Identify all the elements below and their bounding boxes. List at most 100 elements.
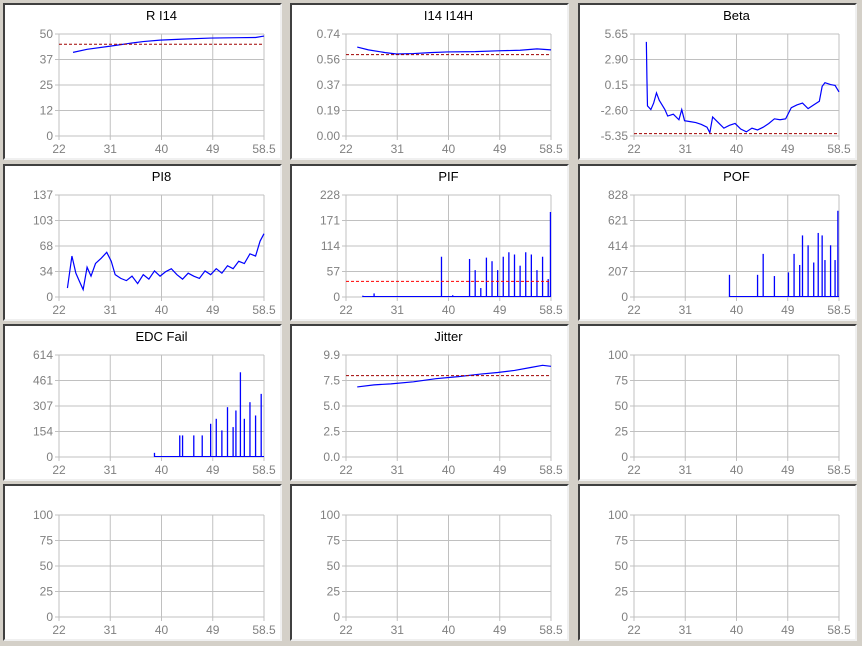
- x-tick-label: 49: [493, 142, 507, 156]
- x-tick-label: 31: [679, 463, 693, 477]
- chart-svg: 22 31 40 49 58.5 0 25 50 75 100: [320, 508, 563, 637]
- x-tick-label: 22: [52, 303, 66, 317]
- y-tick-label: 7.5: [323, 374, 340, 388]
- chart-panel: Beta 22 31 40 49 58.5 -5.35 -2.60 0.15 2.90 5.65: [578, 3, 857, 160]
- y-tick-label: 25: [615, 425, 629, 439]
- chart-svg: 22 31 40 49 58.5 0 25 50 75 100: [608, 348, 851, 477]
- y-tick-label: 828: [608, 188, 628, 202]
- x-tick-label: 58.5: [252, 623, 276, 637]
- y-tick-label: -5.35: [601, 129, 629, 143]
- chart-title: PI8: [151, 169, 172, 184]
- chart-title: Jitter: [434, 329, 463, 344]
- chart-svg: 22 31 40 49 58.5 0 57 114 171 228: [320, 188, 563, 317]
- chart-panel: 22 31 40 49 58.5 0 25 50 75 100: [578, 484, 857, 641]
- y-tick-label: 100: [320, 508, 340, 522]
- chart-svg: 22 31 40 49 58.5 0 207 414 621 828: [608, 188, 851, 317]
- y-tick-label: 100: [608, 508, 628, 522]
- chart-svg: 22 31 40 49 58.5 0 25 50 75 100: [33, 508, 276, 637]
- y-tick-label: 0.74: [317, 27, 341, 41]
- chart-panel: PIF 22 31 40 49 58.5 0 57 114 171 228: [290, 164, 569, 321]
- y-tick-label: 100: [608, 348, 628, 362]
- x-tick-label: 22: [339, 142, 353, 156]
- y-tick-label: 9.9: [323, 348, 340, 362]
- x-tick-label: 31: [391, 463, 405, 477]
- x-tick-label: 22: [52, 142, 66, 156]
- y-tick-label: 0: [621, 610, 628, 624]
- x-tick-label: 58.5: [252, 463, 276, 477]
- y-tick-label: 414: [608, 239, 628, 253]
- chart-panel: R I14 22 31 40 49 58.5 0 12 25 37 50: [3, 3, 282, 160]
- y-tick-label: 171: [320, 214, 340, 228]
- chart-svg: 22 31 40 49 58.5 0 34 68 103 137: [33, 188, 276, 317]
- x-tick-label: 40: [155, 623, 169, 637]
- x-tick-label: 58.5: [539, 463, 563, 477]
- x-tick-label: 22: [52, 623, 66, 637]
- x-tick-label: 49: [493, 463, 507, 477]
- y-tick-label: 68: [40, 239, 54, 253]
- x-tick-label: 49: [781, 142, 795, 156]
- y-tick-label: 25: [615, 585, 629, 599]
- x-tick-label: 40: [730, 623, 744, 637]
- x-tick-label: 49: [206, 142, 220, 156]
- x-tick-label: 58.5: [827, 463, 851, 477]
- x-tick-label: 31: [104, 463, 118, 477]
- y-tick-label: 0.0: [323, 450, 340, 464]
- y-tick-label: 34: [40, 265, 54, 279]
- x-tick-label: 22: [339, 623, 353, 637]
- y-tick-label: 5.0: [323, 399, 340, 413]
- y-tick-label: 50: [40, 559, 54, 573]
- x-tick-label: 40: [155, 303, 169, 317]
- y-tick-label: 0.37: [317, 78, 341, 92]
- chart-panel: PI8 22 31 40 49 58.5 0 34 68 103 137: [3, 164, 282, 321]
- y-tick-label: 0.00: [317, 129, 341, 143]
- y-tick-label: -2.60: [601, 104, 629, 118]
- x-tick-label: 40: [155, 463, 169, 477]
- y-tick-label: 75: [327, 534, 341, 548]
- x-tick-label: 22: [627, 142, 641, 156]
- x-tick-label: 22: [627, 463, 641, 477]
- y-tick-label: 0.19: [317, 104, 341, 118]
- chart-svg: 22 31 40 49 58.5 0 154 307 461 614: [33, 348, 276, 477]
- chart-title: POF: [723, 169, 750, 184]
- x-tick-label: 40: [730, 463, 744, 477]
- y-tick-label: 0: [621, 290, 628, 304]
- y-tick-label: 75: [615, 374, 629, 388]
- x-tick-label: 58.5: [539, 623, 563, 637]
- y-tick-label: 2.90: [605, 53, 629, 67]
- x-tick-label: 58.5: [539, 303, 563, 317]
- y-tick-label: 0: [46, 129, 53, 143]
- x-tick-label: 31: [104, 623, 118, 637]
- y-tick-label: 0: [333, 610, 340, 624]
- x-tick-label: 31: [391, 142, 405, 156]
- y-tick-label: 307: [33, 399, 53, 413]
- x-tick-label: 40: [155, 142, 169, 156]
- y-tick-label: 621: [608, 214, 628, 228]
- data-series-line: [645, 41, 840, 135]
- x-tick-label: 49: [781, 463, 795, 477]
- y-tick-label: 50: [615, 559, 629, 573]
- x-tick-label: 49: [493, 303, 507, 317]
- chart-panel: Jitter 22 31 40 49 58.5 0.0 2.5 5.0 7.5 9.9: [290, 324, 569, 481]
- chart-title: I14 I14H: [423, 8, 474, 23]
- y-tick-label: 461: [33, 374, 53, 388]
- x-tick-label: 31: [104, 142, 118, 156]
- x-tick-label: 31: [679, 623, 693, 637]
- x-tick-label: 58.5: [827, 303, 851, 317]
- chart-panel: I14 I14H 22 31 40 49 58.5 0.00 0.19 0.37 0.56 0.74: [290, 3, 569, 160]
- y-tick-label: 207: [608, 265, 628, 279]
- y-tick-label: 100: [33, 508, 53, 522]
- y-tick-label: 0.15: [605, 78, 629, 92]
- chart-title: Beta: [723, 8, 750, 23]
- chart-panel: 22 31 40 49 58.5 0 25 50 75 100: [578, 324, 857, 481]
- x-tick-label: 49: [206, 463, 220, 477]
- chart-title: PIF: [438, 169, 459, 184]
- chart-svg: 22 31 40 49 58.5 0 25 50 75 100: [608, 508, 851, 637]
- x-tick-label: 58.5: [827, 623, 851, 637]
- y-tick-label: 75: [615, 534, 629, 548]
- y-tick-label: 5.65: [605, 27, 629, 41]
- x-tick-label: 31: [679, 303, 693, 317]
- x-tick-label: 40: [730, 303, 744, 317]
- y-tick-label: 57: [327, 265, 341, 279]
- x-tick-label: 31: [391, 623, 405, 637]
- x-tick-label: 31: [679, 142, 693, 156]
